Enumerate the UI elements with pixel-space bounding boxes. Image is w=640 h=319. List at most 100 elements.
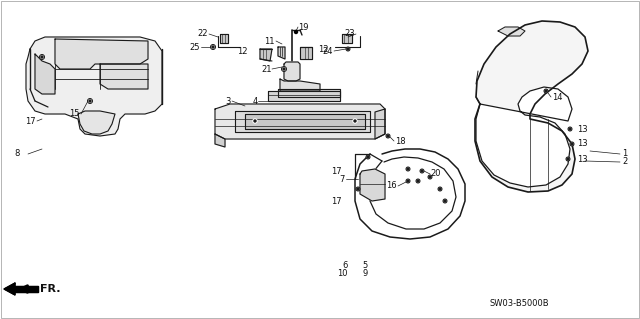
- Circle shape: [416, 179, 420, 183]
- Polygon shape: [4, 283, 15, 295]
- Polygon shape: [475, 21, 588, 192]
- Circle shape: [566, 157, 570, 161]
- Circle shape: [41, 56, 43, 58]
- Polygon shape: [476, 87, 572, 187]
- Text: 7: 7: [340, 174, 345, 183]
- Text: 13: 13: [577, 154, 588, 164]
- Circle shape: [212, 46, 214, 48]
- Circle shape: [443, 199, 447, 203]
- Circle shape: [254, 120, 256, 122]
- Polygon shape: [375, 109, 385, 139]
- Circle shape: [544, 89, 548, 93]
- Circle shape: [406, 179, 410, 183]
- Polygon shape: [280, 79, 320, 91]
- Circle shape: [406, 167, 410, 171]
- Text: 6: 6: [342, 262, 348, 271]
- Circle shape: [357, 188, 359, 190]
- Circle shape: [353, 119, 357, 123]
- Polygon shape: [235, 111, 370, 132]
- Polygon shape: [220, 34, 228, 43]
- Circle shape: [438, 187, 442, 191]
- Circle shape: [421, 170, 423, 172]
- Polygon shape: [215, 134, 225, 147]
- Polygon shape: [35, 54, 55, 94]
- Polygon shape: [260, 49, 272, 61]
- Circle shape: [366, 155, 370, 159]
- Text: 18: 18: [395, 137, 406, 145]
- Text: SW03-B5000B: SW03-B5000B: [490, 300, 550, 308]
- Polygon shape: [78, 111, 115, 134]
- Text: 25: 25: [189, 42, 200, 51]
- Text: 2: 2: [622, 158, 627, 167]
- Circle shape: [568, 127, 572, 131]
- Circle shape: [428, 175, 432, 179]
- Circle shape: [429, 176, 431, 178]
- Circle shape: [407, 168, 409, 170]
- Polygon shape: [360, 169, 385, 201]
- Circle shape: [367, 156, 369, 158]
- Polygon shape: [215, 104, 385, 139]
- Text: 24: 24: [323, 47, 333, 56]
- Circle shape: [89, 100, 91, 102]
- Polygon shape: [55, 39, 148, 69]
- Circle shape: [347, 48, 349, 50]
- Circle shape: [420, 169, 424, 173]
- Text: 16: 16: [387, 182, 397, 190]
- Circle shape: [354, 120, 356, 122]
- Text: 19: 19: [298, 23, 308, 32]
- Polygon shape: [278, 47, 285, 59]
- Circle shape: [283, 68, 285, 70]
- Polygon shape: [278, 89, 340, 97]
- Circle shape: [294, 31, 298, 33]
- Text: 12: 12: [237, 47, 248, 56]
- Circle shape: [253, 119, 257, 123]
- Circle shape: [282, 66, 287, 71]
- Circle shape: [545, 90, 547, 92]
- Text: 14: 14: [552, 93, 563, 101]
- Polygon shape: [284, 62, 300, 81]
- Circle shape: [211, 44, 216, 49]
- Circle shape: [567, 158, 569, 160]
- Circle shape: [439, 188, 441, 190]
- Text: 15: 15: [70, 109, 80, 118]
- Text: 4: 4: [253, 97, 258, 106]
- Text: 13: 13: [577, 124, 588, 133]
- Text: 8: 8: [14, 150, 19, 159]
- Text: 21: 21: [262, 64, 272, 73]
- Circle shape: [386, 134, 390, 138]
- Circle shape: [356, 187, 360, 191]
- Circle shape: [570, 142, 574, 146]
- Text: 3: 3: [225, 97, 230, 106]
- Text: 23: 23: [344, 29, 355, 39]
- Circle shape: [40, 55, 45, 60]
- Polygon shape: [342, 34, 352, 43]
- Text: FR.: FR.: [40, 284, 61, 294]
- Text: 17: 17: [332, 197, 342, 205]
- Polygon shape: [498, 27, 525, 36]
- Circle shape: [387, 135, 389, 137]
- Text: 17: 17: [25, 116, 36, 125]
- Circle shape: [88, 99, 93, 103]
- Text: 20: 20: [430, 169, 440, 179]
- Circle shape: [346, 47, 350, 51]
- Text: 17: 17: [332, 167, 342, 175]
- Circle shape: [444, 200, 446, 202]
- Text: 13: 13: [577, 139, 588, 149]
- Text: 11: 11: [264, 36, 275, 46]
- Polygon shape: [245, 114, 365, 129]
- Circle shape: [569, 128, 571, 130]
- Circle shape: [571, 143, 573, 145]
- Polygon shape: [300, 47, 312, 59]
- Text: 1: 1: [622, 150, 627, 159]
- Text: 9: 9: [363, 270, 368, 278]
- Polygon shape: [26, 37, 162, 136]
- Text: 22: 22: [198, 29, 208, 39]
- Circle shape: [417, 180, 419, 182]
- Polygon shape: [268, 91, 340, 101]
- Polygon shape: [100, 64, 148, 89]
- Text: 12: 12: [318, 44, 328, 54]
- Circle shape: [407, 180, 409, 182]
- Polygon shape: [15, 286, 38, 292]
- Text: 5: 5: [363, 262, 368, 271]
- Text: 10: 10: [337, 270, 348, 278]
